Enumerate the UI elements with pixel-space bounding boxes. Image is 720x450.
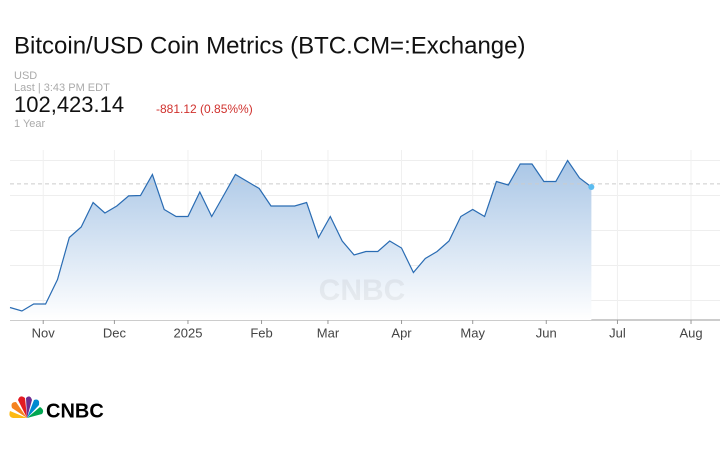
x-tick-label: Jul (609, 325, 626, 340)
plot: Nov Dec 2025 Feb Mar Apr May Jun Jul Aug (9, 150, 720, 340)
watermark: CNBC (319, 274, 406, 307)
line (9, 159, 592, 312)
x-tick-label: Apr (391, 325, 412, 340)
price: 102,423.14 (14, 92, 124, 117)
last-time: Last | 3:43 PM EDT (14, 82, 110, 94)
range: 1 Year (14, 118, 46, 130)
x-tick-label: May (460, 325, 485, 340)
last-point (588, 184, 595, 191)
x-tick-label: Mar (317, 325, 340, 340)
currency: USD (14, 70, 37, 82)
area (10, 160, 592, 320)
x-tick-label: Nov (32, 325, 56, 340)
x-tick-label: Feb (250, 325, 272, 340)
x-tick-label: Jun (536, 325, 557, 340)
change: -881.12 (0.85%%) (156, 102, 253, 116)
logo-text: CNBC (46, 400, 104, 422)
x-tick-label: 2025 (174, 325, 203, 340)
x-tick-label: Dec (103, 325, 127, 340)
title: Bitcoin/USD Coin Metrics (BTC.CM=:Exchan… (14, 32, 525, 59)
x-tick-label: Aug (679, 325, 702, 340)
logo: CNBC (9, 396, 104, 422)
